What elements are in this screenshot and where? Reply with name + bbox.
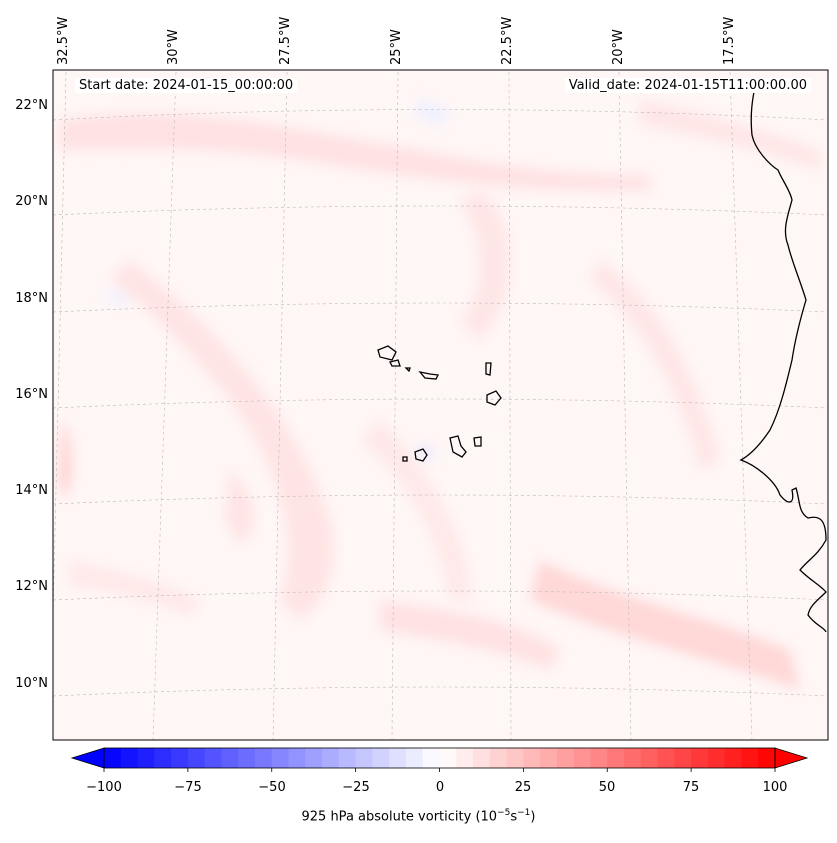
colorbar-bin	[171, 748, 189, 768]
colorbar-bin	[271, 748, 290, 768]
colorbar-bin	[506, 748, 524, 768]
colorbar-bin	[137, 748, 155, 768]
colorbar-bin	[556, 748, 575, 768]
lat-label-14n: 14°N	[15, 483, 48, 498]
parallel-line	[53, 686, 828, 697]
colorbar-bin	[674, 748, 692, 768]
colorbar-tick-label: −50	[258, 780, 286, 795]
parallel-line	[53, 302, 828, 313]
colorbar-bin	[489, 748, 508, 768]
island-santa-luzia	[404, 367, 411, 373]
colorbar-bin	[254, 748, 273, 768]
colorbar-bin	[120, 748, 139, 768]
colorbar-bin	[590, 748, 608, 768]
colorbar-bin	[640, 748, 659, 768]
parallel-line	[53, 494, 828, 505]
lon-label-25w: 25°W	[389, 29, 404, 65]
west-africa-coast	[739, 81, 827, 633]
island-fogo	[414, 448, 428, 462]
colorbar-bin	[322, 748, 340, 768]
colorbar-extend-max	[774, 747, 809, 769]
island-sal	[485, 362, 492, 376]
parallel-line	[53, 398, 828, 409]
start-date-label: Start date: 2024-01-15_00:00:00	[75, 78, 298, 93]
colorbar-tick-label: 0	[435, 780, 445, 795]
colorbar-tick-label: −100	[86, 780, 122, 795]
colorbar-bin	[707, 748, 726, 768]
lat-label-10n: 10°N	[15, 676, 48, 691]
island-brava	[402, 456, 408, 462]
colorbar-bin	[624, 748, 642, 768]
colorbar-bin	[691, 748, 709, 768]
parallel-line	[53, 205, 828, 216]
colorbar-unit-exponent: −5	[497, 808, 511, 818]
colorbar-bin	[473, 748, 491, 768]
colorbar-bin	[221, 748, 239, 768]
colorbar-bin	[187, 748, 206, 768]
colorbar-bin	[389, 748, 407, 768]
lat-label-12n: 12°N	[15, 579, 48, 594]
colorbar-field-name: 925 hPa absolute vorticity	[301, 809, 472, 825]
colorbar-bin	[607, 748, 625, 768]
colorbar-bin	[758, 748, 776, 768]
island-santiago	[449, 435, 467, 458]
colorbar-tick-label: 25	[514, 780, 532, 795]
colorbar-bin	[104, 748, 122, 768]
map-frame	[52, 69, 829, 741]
colorbar-unit-s-exponent: −1	[517, 808, 531, 818]
colorbar-unit-s: s	[510, 809, 518, 825]
lat-label-22n: 22°N	[15, 98, 48, 113]
colorbar-label: 925 hPa absolute vorticity (10−5s−1)	[301, 808, 536, 825]
colorbar-bin	[523, 748, 541, 768]
lat-label-16n: 16°N	[15, 387, 48, 402]
vorticity-shading	[58, 100, 820, 690]
colorbar-bin	[724, 748, 742, 768]
colorbar-bin	[338, 748, 357, 768]
colorbar-bin	[238, 748, 256, 768]
colorbar-bin	[405, 748, 424, 768]
colorbar-bin	[540, 748, 558, 768]
island-boa-vista	[486, 390, 502, 406]
colorbar-bin	[422, 748, 440, 768]
colorbar-bin	[204, 748, 222, 768]
colorbar	[70, 747, 809, 772]
colorbar-tick-label: 50	[598, 780, 616, 795]
colorbar-bin	[741, 748, 759, 768]
valid-date-label: Valid_date: 2024-01-15T11:00:00.00	[564, 78, 811, 93]
colorbar-unit-base: 10	[480, 809, 498, 825]
colorbar-bin	[573, 748, 591, 768]
colorbar-tick-label: 75	[682, 780, 700, 795]
colorbar-tick-label: −75	[174, 780, 202, 795]
graticule	[53, 71, 828, 740]
colorbar-tick-label: −25	[342, 780, 370, 795]
island-santo-antao	[377, 345, 397, 361]
colorbar-extend-min	[70, 747, 105, 769]
island-maio	[473, 436, 482, 447]
colorbar-bin	[288, 748, 306, 768]
colorbar-bin	[657, 748, 675, 768]
lon-label-17-5w: 17.5°W	[722, 16, 737, 65]
island-sao-vicente	[389, 359, 401, 367]
colorbar-bin	[456, 748, 474, 768]
lon-label-20w: 20°W	[611, 29, 626, 65]
parallel-line	[53, 109, 828, 121]
parallel-line	[53, 590, 828, 601]
lon-label-32-5w: 32.5°W	[56, 16, 71, 65]
lon-label-27-5w: 27.5°W	[278, 16, 293, 65]
lat-label-18n: 18°N	[15, 291, 48, 306]
colorbar-bin	[154, 748, 172, 768]
coastlines	[377, 81, 827, 633]
lat-label-20n: 20°N	[15, 194, 48, 209]
colorbar-bin	[355, 748, 373, 768]
colorbar-tick-label: 100	[762, 780, 788, 795]
island-sao-nicolau	[418, 371, 439, 380]
colorbar-bin	[372, 748, 390, 768]
lon-label-30w: 30°W	[166, 29, 181, 65]
colorbar-bin	[305, 748, 323, 768]
colorbar-bin	[439, 748, 457, 768]
lon-label-22-5w: 22.5°W	[500, 16, 515, 65]
